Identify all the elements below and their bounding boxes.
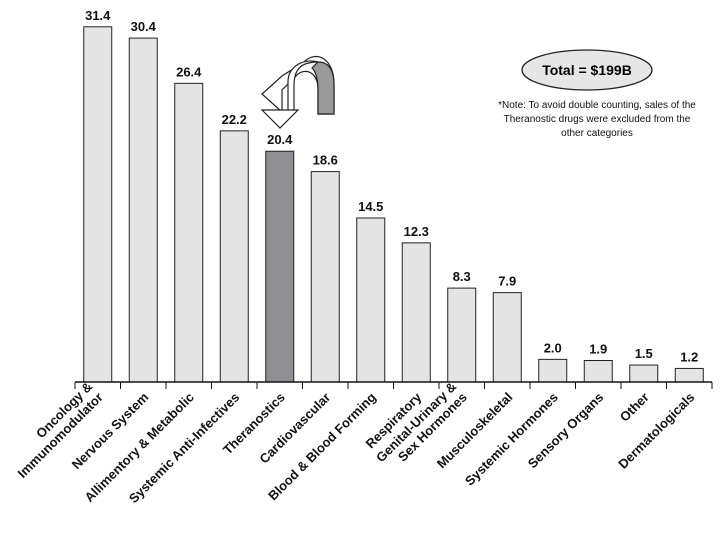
note-text: *Note: To avoid double counting, sales o…: [498, 100, 696, 139]
category-label-12: Other: [617, 390, 652, 425]
value-label-11: 1.9: [589, 342, 607, 357]
bars-group: [83, 26, 704, 383]
category-label-line: Other: [617, 390, 652, 425]
total-badge: Total = $199B: [521, 49, 653, 91]
category-label-0: Oncology &Immunomodulator: [15, 379, 106, 481]
bar-6: [356, 217, 386, 383]
value-label-0: 31.4: [85, 8, 111, 23]
bar-2: [174, 82, 204, 383]
value-label-10: 2.0: [544, 340, 562, 355]
value-label-9: 7.9: [498, 274, 516, 289]
bar-11: [583, 360, 613, 383]
bar-3: [219, 130, 249, 383]
value-label-7: 12.3: [404, 224, 429, 239]
note-line-3: other categories: [561, 128, 633, 139]
x-axis-ticks: [74, 382, 713, 389]
value-label-5: 18.6: [313, 153, 338, 168]
bar-8: [447, 287, 477, 383]
bar-12: [629, 364, 659, 383]
value-labels-group: 31.4 30.4 26.4 22.2 20.4 18.6 14.5 12.3 8.3 7.9 2.…: [85, 8, 698, 365]
value-label-12: 1.5: [635, 346, 653, 361]
value-label-4: 20.4: [267, 132, 293, 147]
bar-1: [128, 37, 158, 383]
value-label-6: 14.5: [358, 199, 383, 214]
bar-7: [401, 242, 431, 383]
bar-10: [538, 358, 568, 383]
value-label-2: 26.4: [176, 64, 202, 79]
note-line-1: *Note: To avoid double counting, sales o…: [498, 100, 696, 111]
bar-0: [83, 26, 113, 383]
bar-4: [265, 150, 295, 383]
bar-9: [492, 292, 522, 383]
total-label: Total = $199B: [542, 62, 632, 78]
value-label-3: 22.2: [222, 112, 247, 127]
value-label-13: 1.2: [680, 349, 698, 364]
note-line-2: Theranostic drugs were excluded from the: [504, 114, 691, 125]
value-label-1: 30.4: [131, 19, 157, 34]
bar-13: [674, 367, 704, 383]
value-label-8: 8.3: [453, 269, 471, 284]
curved-arrow-icon: [260, 56, 335, 129]
bar-5: [310, 171, 340, 383]
